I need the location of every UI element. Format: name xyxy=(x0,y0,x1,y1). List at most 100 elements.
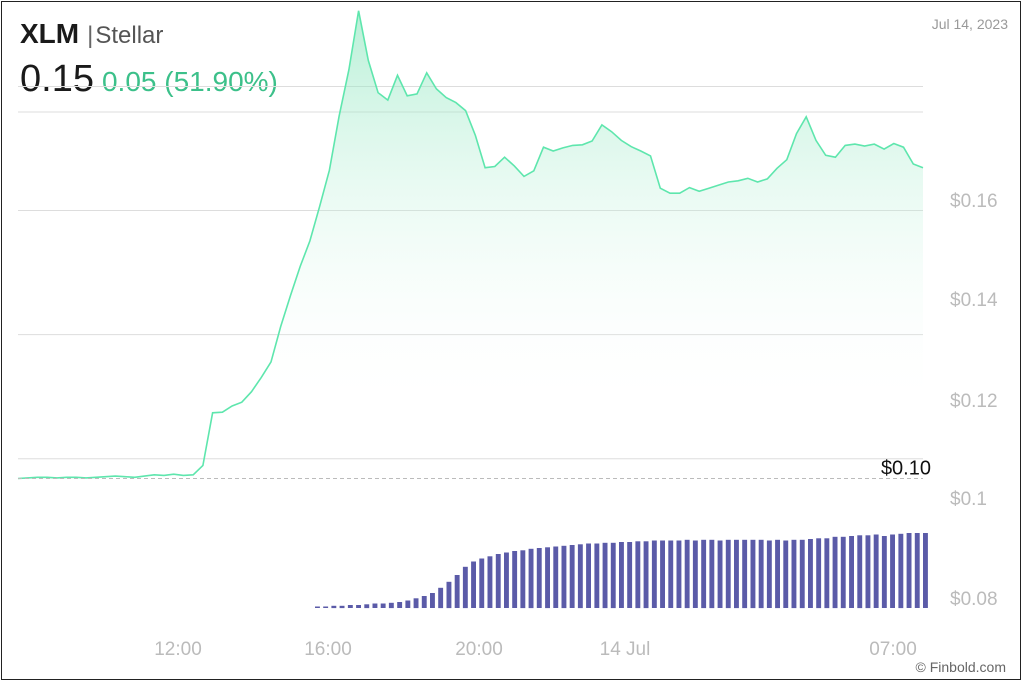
volume-bar xyxy=(750,539,756,609)
volume-bar xyxy=(635,541,641,609)
volume-bar xyxy=(397,602,403,608)
volume-bar xyxy=(914,533,920,608)
volume-bar xyxy=(651,540,657,608)
volume-bar xyxy=(742,539,748,609)
volume-bar xyxy=(512,551,518,608)
volume-bar xyxy=(676,540,682,608)
volume-bar xyxy=(849,536,854,608)
volume-bar xyxy=(791,539,797,609)
asset-header: XLM |Stellar xyxy=(20,18,163,50)
volume-bar xyxy=(331,605,337,609)
volume-bar xyxy=(799,539,805,609)
volume-bar xyxy=(816,538,822,609)
volume-bar xyxy=(364,604,370,609)
volume-bar xyxy=(701,539,707,609)
volume-bar xyxy=(766,540,772,608)
x-axis-ticks: 12:00 16:00 20:00 14 Jul 07:00 xyxy=(154,639,917,660)
volume-bar xyxy=(462,566,468,609)
volume-bar xyxy=(430,593,435,608)
volume-bar xyxy=(725,539,731,609)
x-tick-label: 14 Jul xyxy=(600,639,651,660)
y-axis-ticks: $0.16 $0.14 $0.12 $0.1 $0.08 xyxy=(950,191,998,610)
volume-bar xyxy=(536,548,542,608)
volume-bar xyxy=(577,544,583,609)
volume-bar xyxy=(857,535,863,609)
price-area xyxy=(212,10,924,413)
x-tick-label: 12:00 xyxy=(154,639,202,660)
volume-bar xyxy=(487,556,493,608)
volume-bar xyxy=(668,540,674,608)
volume-bar xyxy=(808,539,813,608)
volume-bar xyxy=(717,540,723,608)
volume-bar xyxy=(454,575,460,608)
y-tick-label: $0.08 xyxy=(950,589,998,610)
volume-bar xyxy=(323,606,329,608)
volume-bar xyxy=(873,534,879,608)
volume-bar xyxy=(528,548,534,609)
asset-symbol: XLM xyxy=(20,18,80,49)
volume-bar xyxy=(471,561,476,608)
asset-name: Stellar xyxy=(95,22,164,49)
volume-bar xyxy=(881,536,887,608)
volume-bar xyxy=(709,539,715,609)
volume-bar xyxy=(594,543,600,608)
volume-bar xyxy=(906,533,912,608)
volume-bar xyxy=(619,542,624,608)
volume-bar xyxy=(438,587,444,609)
volume-bar xyxy=(758,539,764,609)
volume-bar xyxy=(775,539,780,609)
price-row: 0.15 0.05 (51.90%) xyxy=(20,58,278,101)
volume-bar xyxy=(446,581,452,609)
volume-bar xyxy=(413,598,419,609)
y-tick-label: $0.16 xyxy=(950,191,998,212)
volume-bar xyxy=(824,538,830,609)
volume-bar xyxy=(734,539,739,609)
volume-bar xyxy=(840,536,846,609)
volume-bar xyxy=(684,539,690,609)
volume-bar xyxy=(495,554,501,608)
volume-bar xyxy=(602,542,608,609)
volume-bar xyxy=(832,536,838,609)
x-tick-label: 07:00 xyxy=(869,639,917,660)
current-price: 0.15 xyxy=(20,58,94,100)
volume-bar xyxy=(898,533,904,609)
volume-bar xyxy=(479,558,485,608)
y-tick-label: $0.1 xyxy=(950,489,987,510)
price-line xyxy=(17,10,924,480)
y-tick-label: $0.14 xyxy=(950,290,998,311)
volume-bar xyxy=(405,600,411,608)
volume-bars xyxy=(315,533,928,609)
previous-close-label: $0.10 xyxy=(881,458,931,480)
volume-bar xyxy=(627,542,633,608)
volume-bar xyxy=(520,550,526,609)
volume-bar xyxy=(372,603,378,608)
volume-bar xyxy=(504,552,509,608)
volume-bar xyxy=(923,533,928,608)
volume-bar xyxy=(388,602,394,609)
volume-bar xyxy=(692,540,698,608)
volume-bar xyxy=(865,535,871,609)
volume-bar xyxy=(553,546,559,608)
chart-date: Jul 14, 2023 xyxy=(931,16,1008,32)
volume-bar xyxy=(315,606,320,608)
volume-bar xyxy=(660,540,665,608)
volume-bar xyxy=(545,547,550,609)
price-change: 0.05 (51.90%) xyxy=(101,66,278,97)
x-tick-label: 16:00 xyxy=(304,639,352,660)
header-separator: | xyxy=(87,22,94,49)
volume-bar xyxy=(569,545,575,608)
volume-bar xyxy=(610,542,616,609)
volume-bar xyxy=(890,534,895,608)
volume-bar xyxy=(339,605,345,609)
volume-bar xyxy=(356,605,361,608)
volume-bar xyxy=(421,596,427,608)
volume-bar xyxy=(783,540,789,608)
volume-bar xyxy=(347,605,353,608)
x-tick-label: 20:00 xyxy=(455,639,503,660)
volume-bar xyxy=(643,541,649,609)
volume-bar xyxy=(380,603,386,608)
volume-bar xyxy=(561,545,567,609)
volume-bar xyxy=(586,543,591,608)
source-credit: © Finbold.com xyxy=(915,659,1006,675)
